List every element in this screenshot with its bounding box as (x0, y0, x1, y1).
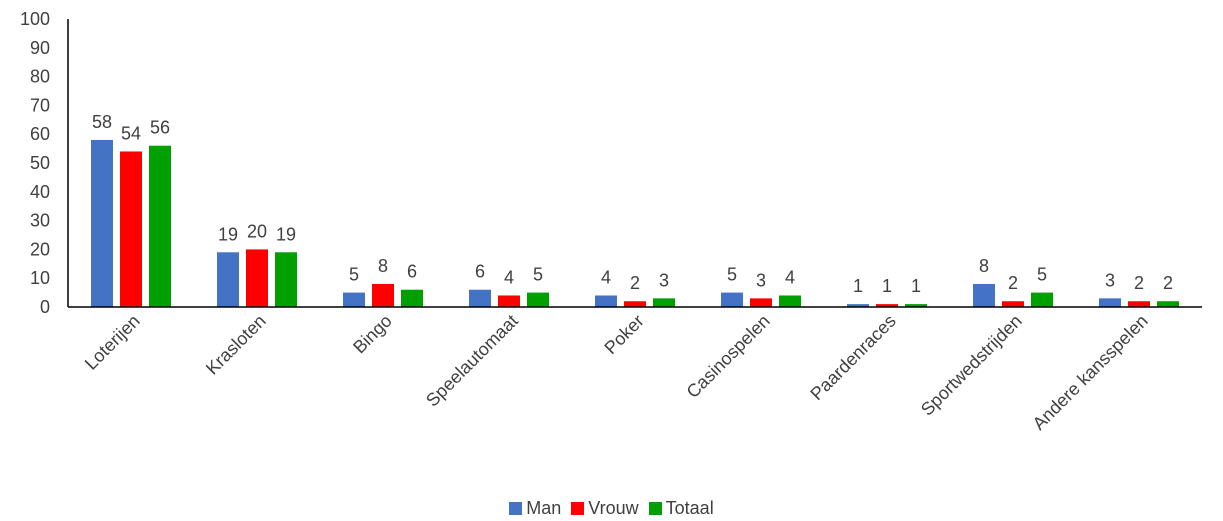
y-tick-label: 100 (20, 9, 50, 29)
bar-vrouw (120, 151, 142, 307)
x-tick-label: Poker (600, 311, 647, 358)
data-label: 4 (504, 267, 514, 287)
bar-vrouw (246, 249, 268, 307)
bar-vrouw (1128, 301, 1150, 307)
data-label: 54 (121, 123, 141, 143)
bar-man (343, 292, 365, 307)
bar-totaal (527, 292, 549, 307)
data-label: 3 (1105, 270, 1115, 290)
y-tick-label: 30 (30, 211, 50, 231)
chart-legend: Man Vrouw Totaal (0, 498, 1223, 519)
x-tick-label: Paardenraces (806, 311, 899, 404)
data-label: 1 (911, 276, 921, 296)
y-tick-label: 40 (30, 182, 50, 202)
bar-man (469, 289, 491, 307)
data-label: 6 (407, 262, 417, 282)
y-tick-label: 20 (30, 239, 50, 259)
data-label: 5 (349, 265, 359, 285)
bar-vrouw (498, 295, 520, 307)
y-tick-label: 10 (30, 268, 50, 288)
data-label: 2 (1163, 273, 1173, 293)
legend-label-totaal: Totaal (665, 498, 714, 518)
bar-man (721, 292, 743, 307)
bar-man (1099, 298, 1121, 307)
data-label: 1 (853, 276, 863, 296)
bar-man (91, 139, 113, 307)
legend-item-totaal: Totaal (648, 498, 714, 519)
data-label: 6 (475, 262, 485, 282)
x-tick-label: Speelautomaat (422, 311, 522, 411)
data-label: 5 (1037, 265, 1047, 285)
legend-label-vrouw: Vrouw (588, 498, 639, 518)
data-label: 19 (276, 224, 296, 244)
data-label: 8 (979, 256, 989, 276)
bar-vrouw (372, 283, 394, 307)
y-tick-label: 0 (40, 297, 50, 317)
bar-totaal (1031, 292, 1053, 307)
bar-vrouw (750, 298, 772, 307)
x-tick-label: Krasloten (202, 311, 270, 379)
legend-swatch-man (509, 502, 523, 515)
data-label: 8 (378, 256, 388, 276)
bar-man (595, 295, 617, 307)
legend-label-man: Man (526, 498, 562, 518)
y-tick-label: 50 (30, 153, 50, 173)
bar-totaal (275, 252, 297, 307)
bar-totaal (149, 145, 171, 307)
data-label: 1 (882, 276, 892, 296)
data-label: 58 (92, 112, 112, 132)
y-tick-label: 90 (30, 38, 50, 58)
data-label: 20 (247, 221, 267, 241)
x-tick-label: Casinospelen (683, 311, 774, 402)
data-label: 2 (630, 273, 640, 293)
bar-totaal (401, 289, 423, 307)
data-label: 2 (1134, 273, 1144, 293)
bar-totaal (905, 304, 927, 307)
legend-item-man: Man (509, 498, 561, 519)
x-tick-label: Sportwedstrijden (917, 311, 1026, 420)
data-label: 5 (727, 265, 737, 285)
bar-vrouw (1002, 301, 1024, 307)
y-tick-label: 70 (30, 95, 50, 115)
bar-man (973, 283, 995, 307)
bar-man (847, 304, 869, 307)
x-tick-label: Loterijen (81, 311, 144, 374)
data-label: 2 (1008, 273, 1018, 293)
data-label: 4 (601, 267, 611, 287)
x-tick-label: Bingo (349, 311, 396, 358)
bar-totaal (653, 298, 675, 307)
bar-vrouw (624, 301, 646, 307)
y-tick-label: 80 (30, 67, 50, 87)
data-label: 5 (533, 265, 543, 285)
data-label: 3 (756, 270, 766, 290)
bar-totaal (1157, 301, 1179, 307)
bar-totaal (779, 295, 801, 307)
data-label: 4 (785, 267, 795, 287)
x-tick-label: Andere kansspelen (1029, 311, 1152, 434)
bar-man (217, 252, 239, 307)
data-label: 3 (659, 270, 669, 290)
legend-item-vrouw: Vrouw (571, 498, 639, 519)
legend-swatch-totaal (648, 502, 662, 515)
y-tick-label: 60 (30, 124, 50, 144)
bar-vrouw (876, 304, 898, 307)
data-label: 19 (218, 224, 238, 244)
data-label: 56 (150, 118, 170, 138)
legend-swatch-vrouw (571, 502, 585, 515)
